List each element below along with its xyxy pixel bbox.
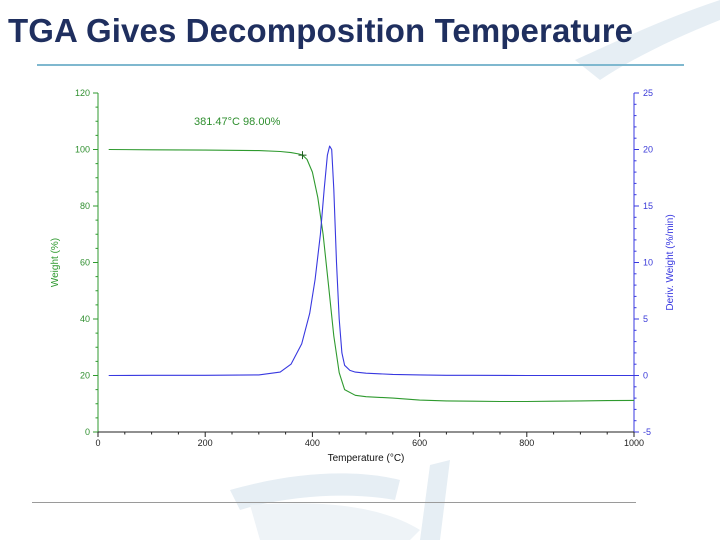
annotation-label: 381.47°C 98.00% bbox=[194, 116, 281, 128]
watermark-swoosh bbox=[230, 473, 400, 510]
y2-tick-label: 5 bbox=[643, 314, 648, 324]
y-tick-label: 80 bbox=[80, 201, 90, 211]
y-tick-label: 0 bbox=[85, 427, 90, 437]
watermark-swoosh bbox=[420, 460, 450, 540]
y-axis-label: Weight (%) bbox=[50, 238, 61, 287]
y2-tick-label: 15 bbox=[643, 201, 653, 211]
chart-axes: 0 20 40 60 80 100 120 -5 0 5 10 15 20 25 0 200 400 600 800… bbox=[75, 88, 653, 448]
y2-tick-label: 10 bbox=[643, 258, 653, 268]
watermark-swoosh bbox=[575, 0, 720, 80]
derivative-series-line bbox=[108, 145, 634, 377]
y-tick-label: 60 bbox=[80, 258, 90, 268]
x-axis-label: Temperature (°C) bbox=[328, 453, 405, 464]
x-tick-label: 1000 bbox=[624, 438, 644, 448]
y2-tick-label: 0 bbox=[643, 371, 648, 381]
x-tick-label: 600 bbox=[412, 438, 427, 448]
y2-tick-label: 25 bbox=[643, 88, 653, 98]
y2-axis-label: Deriv. Weight (%/min) bbox=[665, 214, 676, 310]
y-tick-label: 20 bbox=[80, 371, 90, 381]
y2-tick-label: 20 bbox=[643, 145, 653, 155]
x-tick-label: 800 bbox=[519, 438, 534, 448]
chart-series bbox=[108, 145, 635, 403]
y-tick-label: 120 bbox=[75, 88, 90, 98]
y-tick-label: 40 bbox=[80, 314, 90, 324]
title-divider bbox=[37, 64, 684, 66]
weight-series-line bbox=[108, 148, 635, 403]
y-tick-label: 100 bbox=[75, 145, 90, 155]
slide-title: TGA Gives Decomposition Temperature bbox=[8, 12, 634, 49]
footer-divider bbox=[32, 502, 636, 503]
watermark-swoosh bbox=[250, 503, 420, 540]
x-tick-label: 200 bbox=[198, 438, 213, 448]
x-tick-label: 400 bbox=[305, 438, 320, 448]
x-tick-label: 0 bbox=[95, 438, 100, 448]
y2-tick-label: -5 bbox=[643, 427, 651, 437]
chart-labels: Temperature (°C) Weight (%) Deriv. Weigh… bbox=[50, 116, 676, 464]
